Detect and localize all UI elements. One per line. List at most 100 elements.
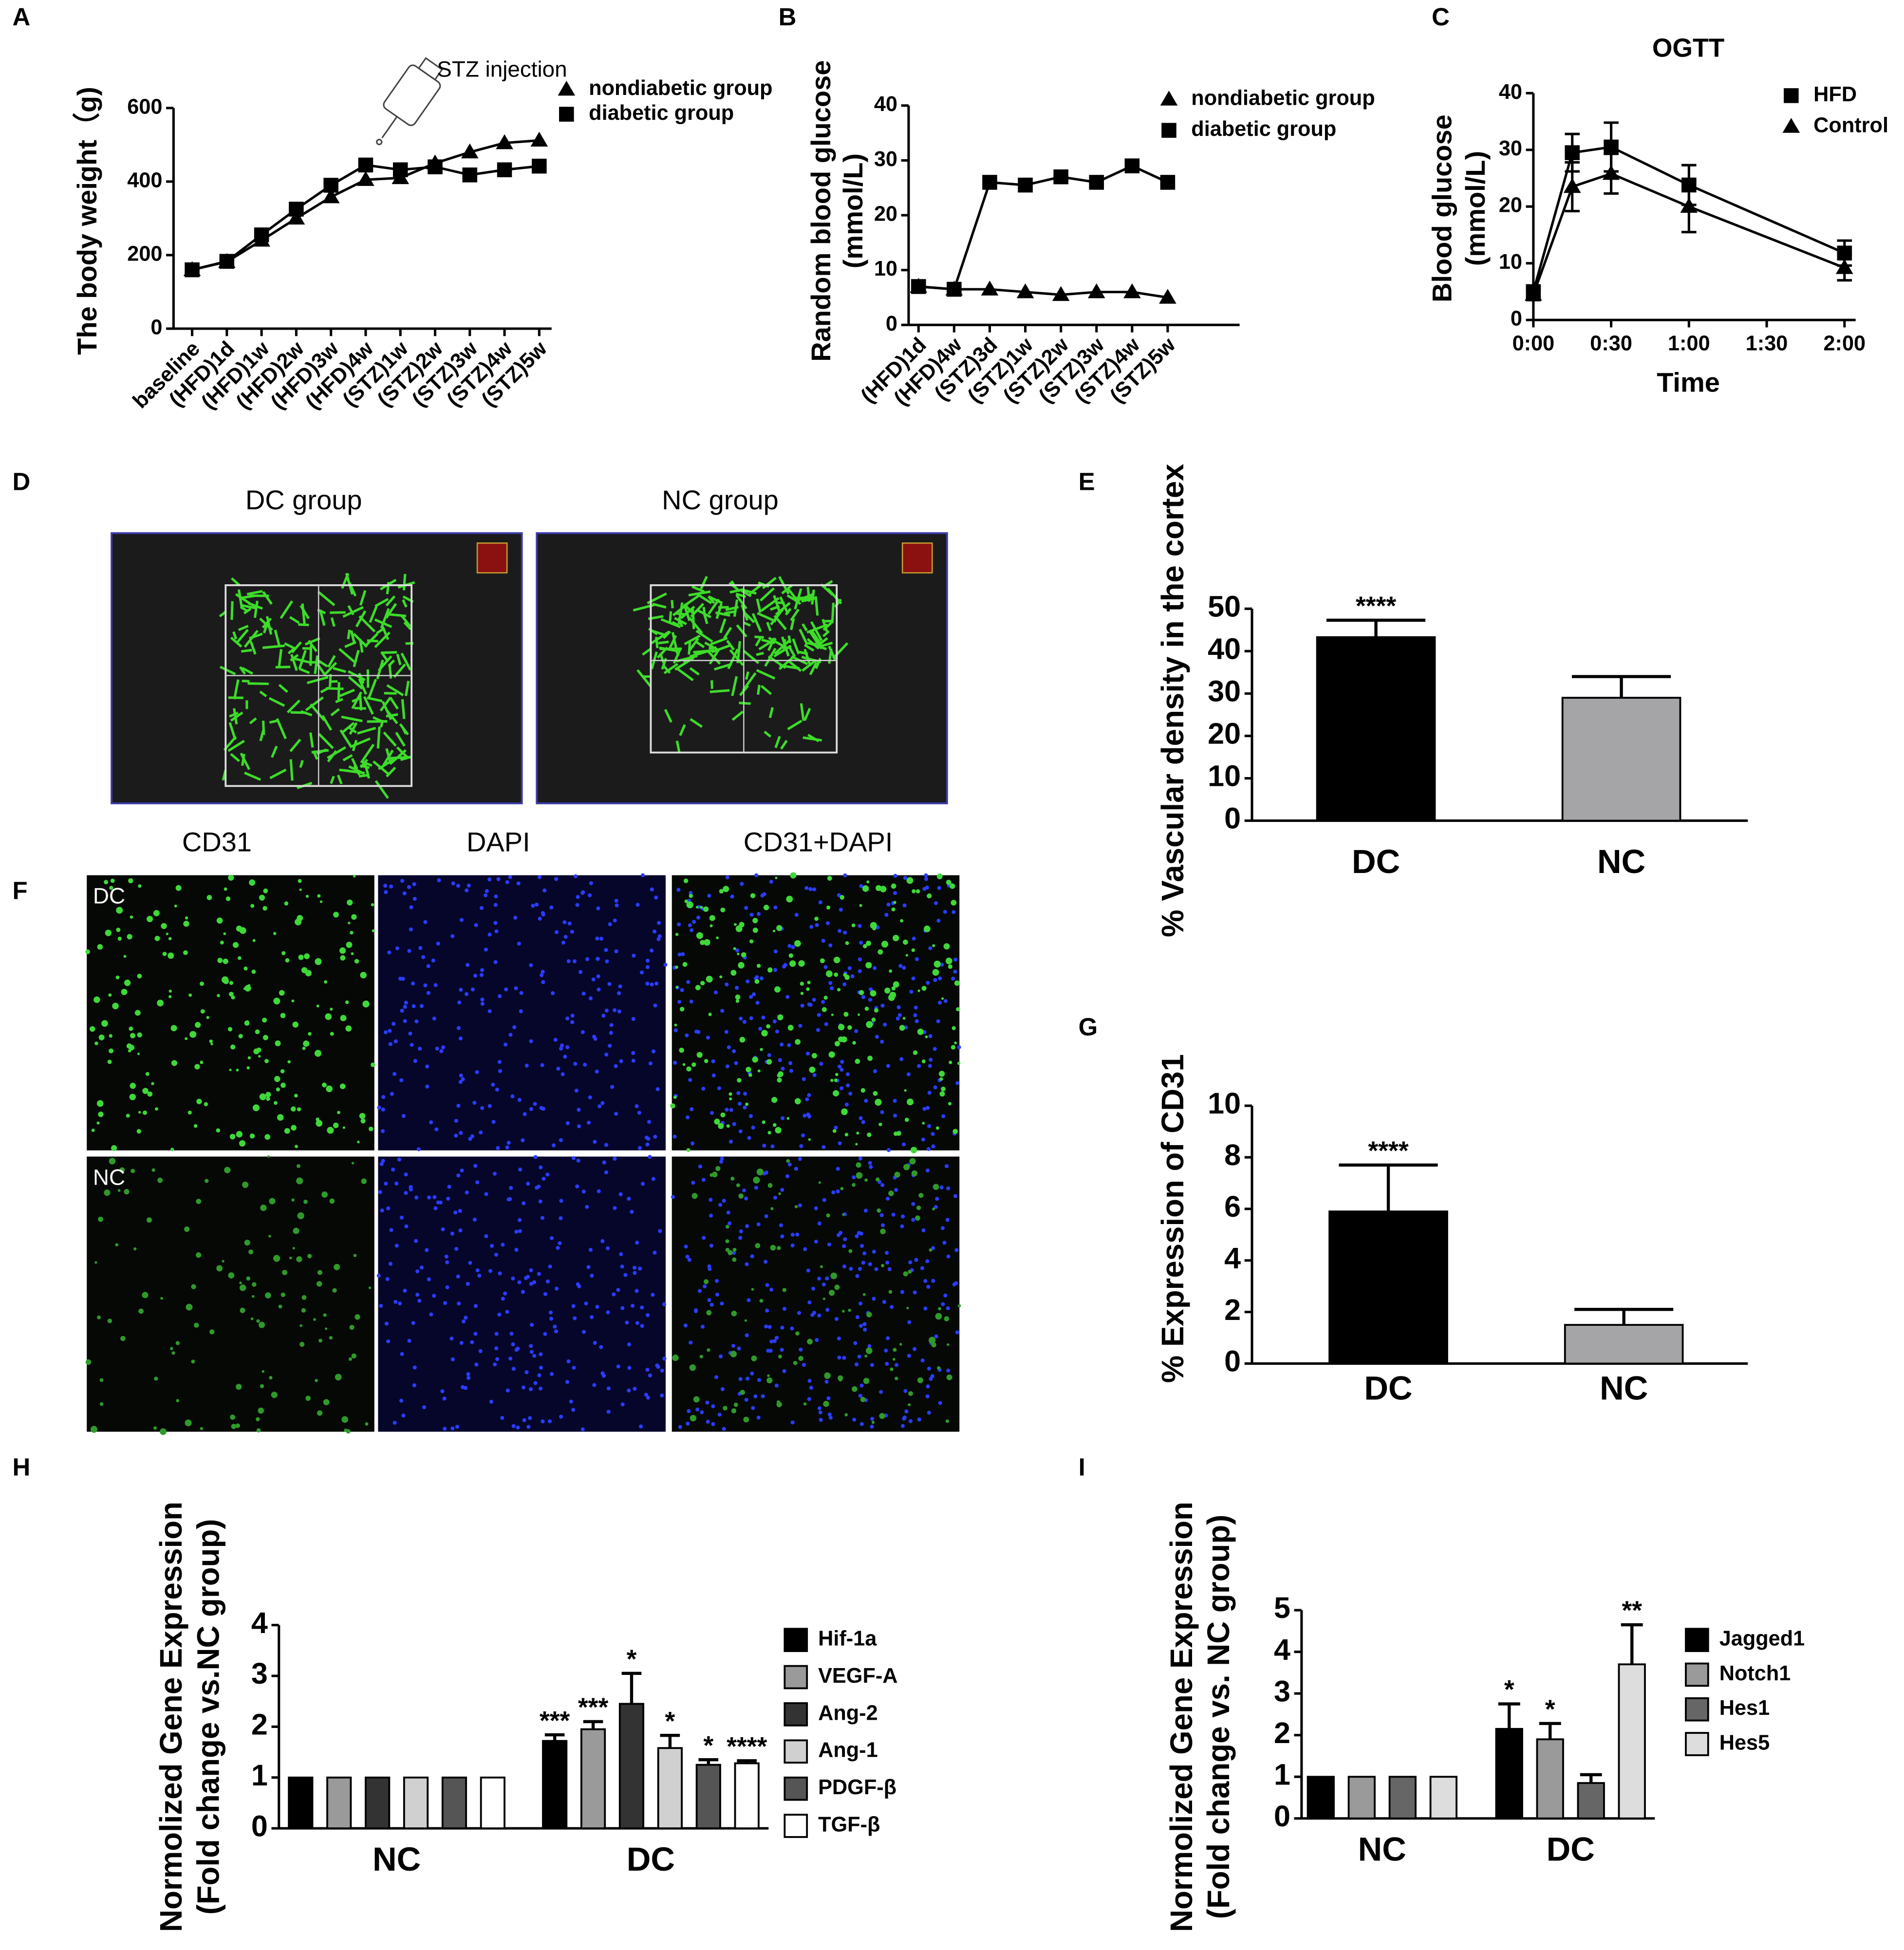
nucleus <box>861 1120 865 1124</box>
vessel <box>743 621 751 627</box>
vessel <box>351 758 358 770</box>
cd31-signal <box>735 925 743 932</box>
nucleus <box>924 877 929 881</box>
nucleus <box>627 1366 632 1370</box>
cd31-signal <box>770 1244 776 1251</box>
vessel <box>683 605 691 621</box>
nucleus <box>614 1064 618 1068</box>
nucleus <box>431 958 435 963</box>
nucleus <box>395 946 400 950</box>
vessel <box>695 641 705 649</box>
nucleus <box>450 934 455 938</box>
nucleus <box>392 1421 397 1425</box>
nucleus <box>816 1028 821 1032</box>
vessel <box>741 589 752 597</box>
cd31-signal <box>296 1256 302 1263</box>
nucleus <box>702 1236 706 1240</box>
nucleus <box>899 1057 904 1061</box>
nucleus <box>677 952 682 957</box>
cd31-signal <box>731 1408 737 1413</box>
cd31-signal <box>730 1176 735 1181</box>
nucleus <box>859 1231 863 1236</box>
point <box>1563 178 1581 193</box>
nucleus <box>826 1396 831 1400</box>
nucleus <box>570 1013 575 1018</box>
nucleus <box>562 920 567 925</box>
nucleus <box>691 1141 695 1146</box>
nucleus <box>730 894 734 899</box>
cd31-signal <box>101 1020 108 1027</box>
vessel <box>341 715 363 723</box>
cd31-signal <box>260 1205 267 1211</box>
nucleus <box>472 1100 477 1105</box>
nucleus <box>749 1016 753 1021</box>
nucleus <box>554 1329 559 1334</box>
nucleus <box>847 966 852 970</box>
nucleus <box>473 1304 478 1308</box>
vessel <box>326 687 344 690</box>
cd31-signal <box>85 949 91 954</box>
nucleus <box>427 1277 431 1281</box>
significance: **** <box>727 1732 767 1761</box>
vessel <box>248 602 263 610</box>
cd31-signal <box>866 880 870 884</box>
nucleus <box>450 1357 455 1361</box>
nucleus <box>401 1114 406 1118</box>
cd31-signal <box>718 1123 724 1129</box>
cd31-signal <box>146 1217 152 1223</box>
nucleus <box>825 921 830 926</box>
nucleus <box>508 1197 512 1201</box>
nucleus <box>937 1001 942 1005</box>
cd31-signal <box>147 915 153 922</box>
nucleus <box>928 1034 933 1039</box>
cd31-signal <box>209 1039 213 1043</box>
nucleus <box>939 1185 944 1189</box>
nucleus <box>773 905 778 910</box>
vessel <box>832 642 849 660</box>
cd31-signal <box>104 1189 111 1196</box>
cd31-signal <box>160 1428 167 1435</box>
column-title: DAPI <box>467 827 530 857</box>
nucleus <box>633 1271 637 1275</box>
nucleus <box>456 1103 461 1108</box>
nucleus <box>855 1315 860 1319</box>
cd31-signal <box>236 1068 239 1072</box>
cd31-signal <box>157 1000 164 1007</box>
cd31-signal <box>188 993 192 997</box>
vessel <box>820 583 834 596</box>
cd31-signal <box>315 1379 318 1382</box>
nucleus <box>419 1265 424 1270</box>
nucleus <box>589 881 594 886</box>
nucleus <box>384 1181 388 1186</box>
nucleus <box>635 903 640 907</box>
nucleus <box>797 1311 802 1315</box>
nucleus <box>687 1409 691 1413</box>
cd31-signal <box>130 915 133 919</box>
nucleus <box>541 1107 546 1111</box>
cd31-signal <box>191 1359 195 1364</box>
nucleus <box>610 1085 615 1089</box>
nucleus <box>480 1002 485 1006</box>
nucleus <box>654 981 659 986</box>
nucleus <box>720 1301 724 1306</box>
nucleus <box>953 957 958 962</box>
nucleus <box>913 1290 917 1295</box>
nucleus <box>819 1418 823 1422</box>
nucleus <box>378 1190 382 1194</box>
nucleus <box>501 1243 505 1247</box>
nucleus <box>551 1143 556 1148</box>
cd31-signal <box>168 952 174 959</box>
nucleus <box>464 1316 468 1320</box>
cd31-signal <box>771 1096 778 1103</box>
cd31-signal <box>185 1037 188 1040</box>
vessel <box>783 639 786 651</box>
nucleus <box>844 1102 849 1107</box>
legend-label: diabetic group <box>589 101 734 125</box>
cd31-signal <box>323 1399 330 1406</box>
nucleus <box>620 1306 625 1310</box>
cd31-signal <box>274 1101 278 1105</box>
nucleus <box>927 1366 932 1371</box>
vessel <box>249 641 257 655</box>
nucleus <box>749 912 754 917</box>
nucleus <box>384 1321 389 1326</box>
